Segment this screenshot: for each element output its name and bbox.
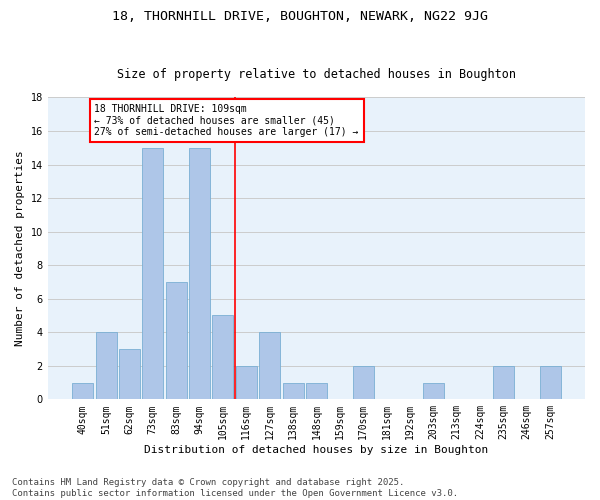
Bar (259, 332, 280, 400)
Y-axis label: Number of detached properties: Number of detached properties (15, 150, 25, 346)
Bar (166, 282, 187, 400)
Bar (189, 148, 210, 400)
Bar (493, 366, 514, 400)
Bar (95, 332, 116, 400)
Text: Contains HM Land Registry data © Crown copyright and database right 2025.
Contai: Contains HM Land Registry data © Crown c… (12, 478, 458, 498)
Text: 18 THORNHILL DRIVE: 109sqm
← 73% of detached houses are smaller (45)
27% of semi: 18 THORNHILL DRIVE: 109sqm ← 73% of deta… (94, 104, 359, 138)
Bar (423, 382, 444, 400)
Bar (539, 366, 560, 400)
Bar (283, 382, 304, 400)
Text: 18, THORNHILL DRIVE, BOUGHTON, NEWARK, NG22 9JG: 18, THORNHILL DRIVE, BOUGHTON, NEWARK, N… (112, 10, 488, 23)
Bar (142, 148, 163, 400)
X-axis label: Distribution of detached houses by size in Boughton: Distribution of detached houses by size … (144, 445, 488, 455)
Title: Size of property relative to detached houses in Boughton: Size of property relative to detached ho… (117, 68, 516, 81)
Bar (119, 349, 140, 400)
Bar (306, 382, 327, 400)
Bar (72, 382, 93, 400)
Bar (353, 366, 374, 400)
Bar (236, 366, 257, 400)
Bar (212, 316, 233, 400)
